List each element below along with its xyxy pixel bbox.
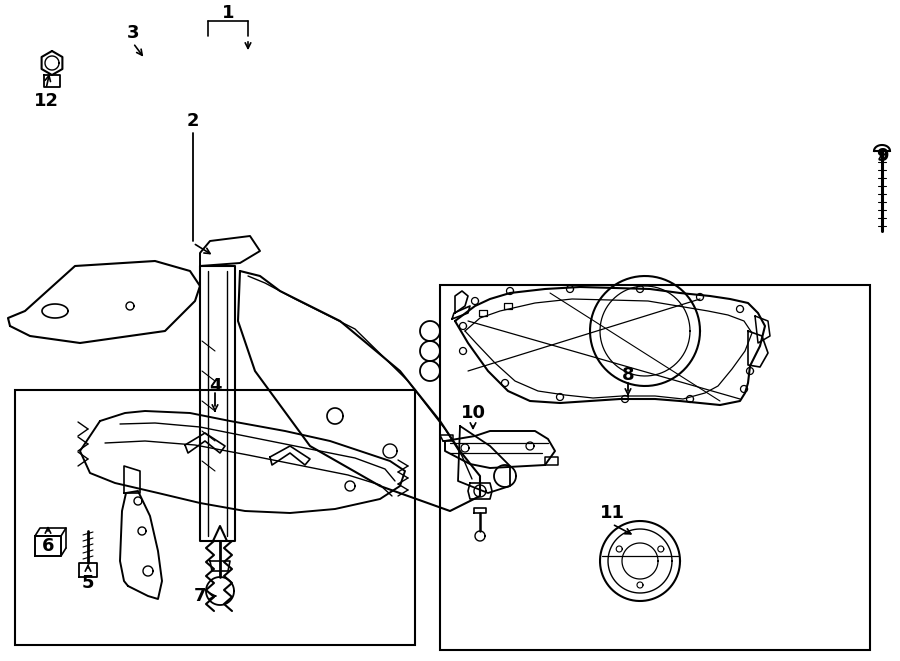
- Text: 8: 8: [622, 366, 634, 384]
- Text: 11: 11: [599, 504, 625, 522]
- Text: 2: 2: [187, 112, 199, 130]
- Text: 6: 6: [41, 537, 54, 555]
- Text: 5: 5: [82, 574, 94, 592]
- Text: 1: 1: [221, 4, 234, 22]
- Bar: [440, 285, 870, 650]
- Text: 3: 3: [127, 24, 140, 42]
- Text: 10: 10: [461, 404, 485, 422]
- Text: 9: 9: [876, 147, 888, 165]
- Text: 4: 4: [209, 377, 221, 395]
- Text: 7: 7: [194, 587, 206, 605]
- Bar: [15, 390, 415, 645]
- Text: 12: 12: [33, 92, 58, 110]
